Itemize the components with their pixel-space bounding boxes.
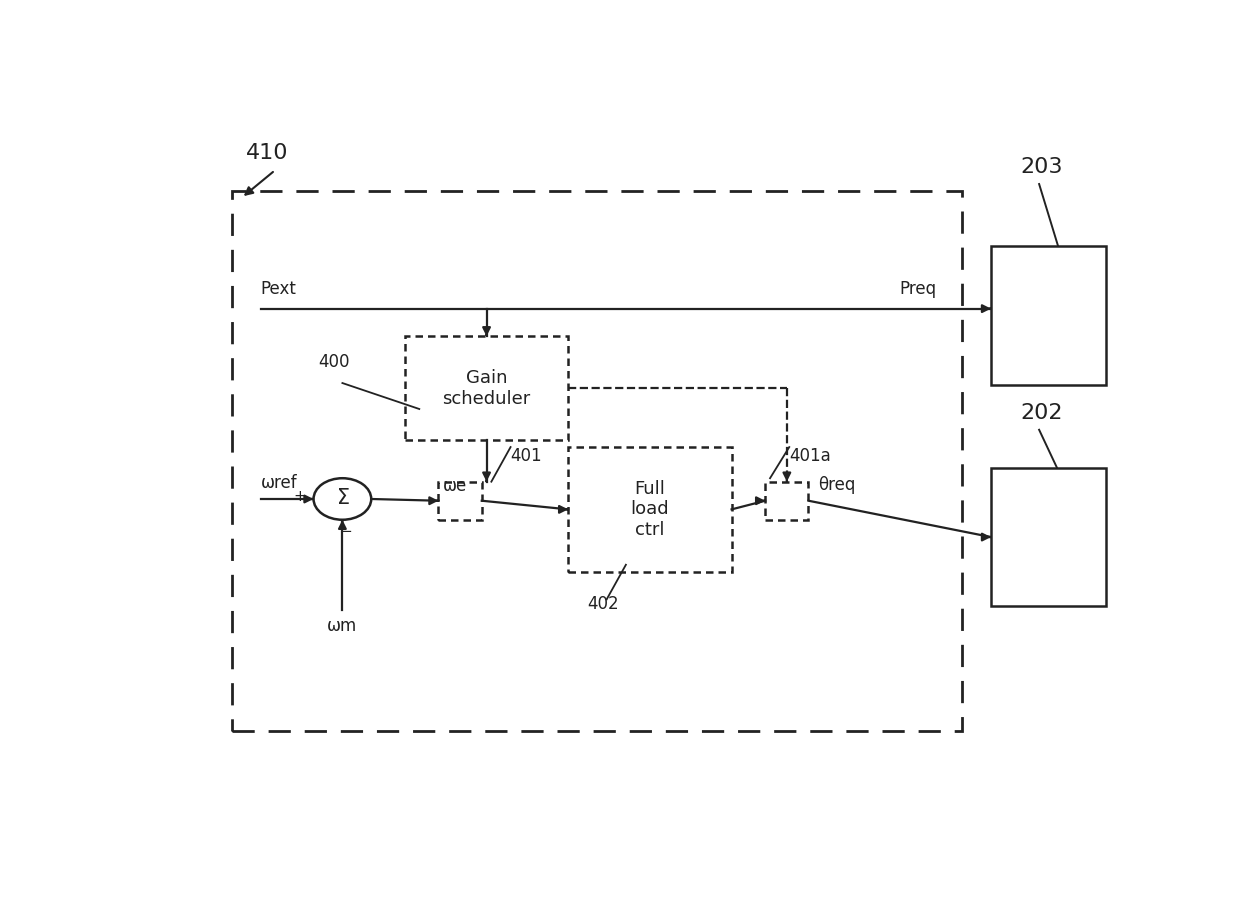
Text: +: + <box>293 489 306 503</box>
Text: 203: 203 <box>1019 157 1063 177</box>
Text: 410: 410 <box>247 143 289 164</box>
Text: 202: 202 <box>1019 403 1063 423</box>
Text: ωm: ωm <box>327 617 357 635</box>
Bar <box>232 191 962 731</box>
Text: $\Sigma$: $\Sigma$ <box>336 487 350 508</box>
Text: Pext: Pext <box>260 280 296 298</box>
Text: 402: 402 <box>588 595 619 613</box>
Bar <box>991 246 1106 385</box>
Text: 401: 401 <box>511 447 542 465</box>
Bar <box>404 336 568 441</box>
Text: Power
generator: Power generator <box>1004 296 1094 335</box>
Circle shape <box>314 478 371 520</box>
Text: ωe: ωe <box>444 477 467 495</box>
Text: 400: 400 <box>319 353 350 371</box>
Bar <box>765 482 808 520</box>
Text: Preq: Preq <box>900 280 937 298</box>
Text: ωref: ωref <box>260 474 298 492</box>
Bar <box>568 447 732 572</box>
Text: θreq: θreq <box>818 476 856 494</box>
Text: 401a: 401a <box>789 447 831 465</box>
Text: Pitch
system: Pitch system <box>1017 518 1081 556</box>
Text: Full
load
ctrl: Full load ctrl <box>631 479 670 539</box>
Bar <box>439 482 481 520</box>
Bar <box>991 467 1106 606</box>
Text: Gain
scheduler: Gain scheduler <box>443 369 531 407</box>
Text: −: − <box>340 524 352 539</box>
